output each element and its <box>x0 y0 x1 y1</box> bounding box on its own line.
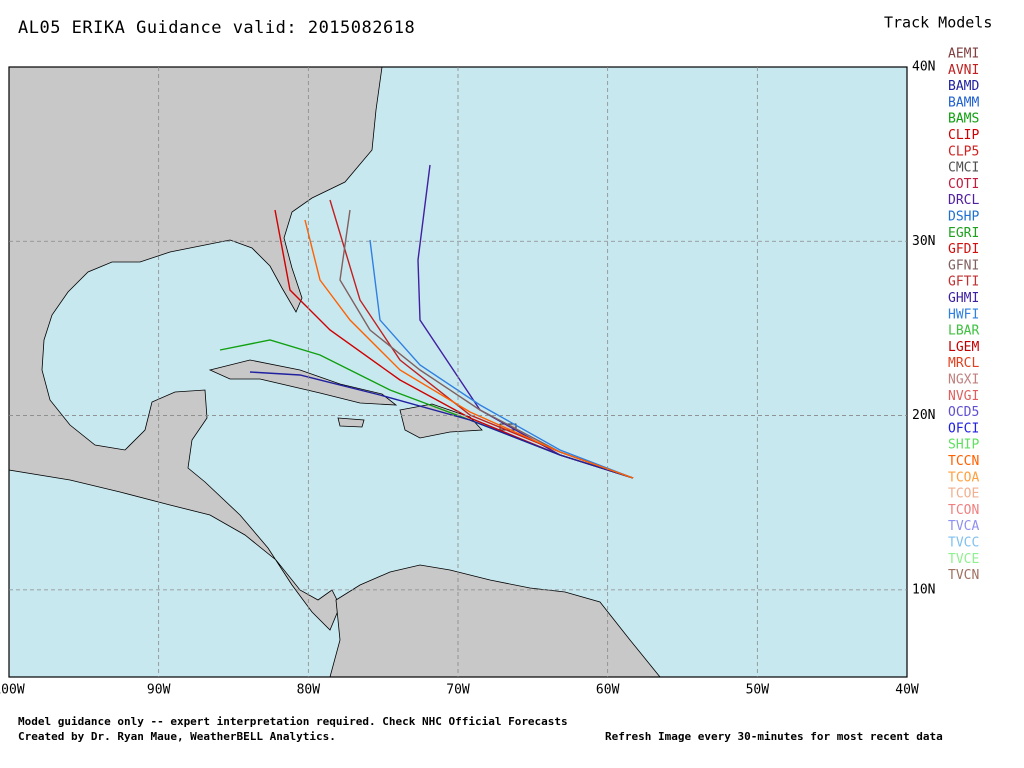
tracks <box>219 164 634 479</box>
title: AL05 ERIKA Guidance valid: 2015082618 <box>18 18 415 38</box>
legend-entry: OFCI <box>948 421 979 436</box>
legend-entry: TCCN <box>948 454 979 469</box>
track <box>369 239 634 479</box>
track <box>304 219 634 479</box>
legend-entry: NGXI <box>948 373 979 388</box>
lon-tick-label: 100W <box>0 683 25 698</box>
lat-tick-label: 30N <box>912 234 935 249</box>
lon-tick-label: 50W <box>746 683 770 698</box>
land <box>8 66 661 678</box>
legend-entry: CMCI <box>948 161 979 176</box>
footer-credit: Created by Dr. Ryan Maue, WeatherBELL An… <box>18 730 336 743</box>
legend-entry: MRCL <box>948 356 979 371</box>
legend-entry: TCOE <box>948 487 979 502</box>
lon-tick-label: 70W <box>446 683 470 698</box>
legend-entry: OCD5 <box>948 405 979 420</box>
lat-tick-label: 40N <box>912 60 935 75</box>
legend-entry: DSHP <box>948 210 979 225</box>
track <box>249 371 634 479</box>
legend-entry: TVCA <box>948 519 979 534</box>
legend-entry: TVCE <box>948 552 979 567</box>
legend-entry: HWFI <box>948 307 979 322</box>
legend-entry: GFTI <box>948 275 979 290</box>
legend-entry: GHMI <box>948 291 979 306</box>
legend-entry: DRCL <box>948 193 979 208</box>
legend-entry: LBAR <box>948 324 979 339</box>
legend-entry: NVGI <box>948 389 979 404</box>
footer-refresh: Refresh Image every 30-minutes for most … <box>605 730 943 743</box>
legend-entry: AVNI <box>948 63 979 78</box>
legend-entry: EGRI <box>948 226 979 241</box>
legend-title: Track Models <box>884 14 992 32</box>
legend-entry: TVCN <box>948 568 979 583</box>
legend-entry: TVCC <box>948 536 979 551</box>
legend-entry: BAMM <box>948 95 979 110</box>
legend-entry: GFNI <box>948 258 979 273</box>
legend-entry: LGEM <box>948 340 979 355</box>
legend-entry: AEMI <box>948 47 979 62</box>
jamaica <box>337 417 365 428</box>
north-america <box>8 66 383 631</box>
hispaniola <box>399 403 483 439</box>
footer-note: Model guidance only -- expert interpreta… <box>18 715 568 728</box>
legend-entry: TCOA <box>948 470 979 485</box>
lat-tick-label: 20N <box>912 408 935 423</box>
lat-tick-label: 10N <box>912 582 935 597</box>
legend-entry: GFDI <box>948 242 979 257</box>
legend-entry: SHIP <box>948 438 979 453</box>
legend-entry: CLIP <box>948 128 979 143</box>
legend-entry: CLP5 <box>948 144 979 159</box>
lon-tick-label: 90W <box>147 683 171 698</box>
cuba <box>208 359 398 406</box>
lon-tick-label: 80W <box>297 683 321 698</box>
lon-tick-label: 40W <box>895 683 919 698</box>
lon-tick-label: 60W <box>596 683 620 698</box>
legend-entry: BAMS <box>948 112 979 127</box>
legend-entry: COTI <box>948 177 979 192</box>
legend-entry: TCON <box>948 503 979 518</box>
legend-entry: BAMD <box>948 79 979 94</box>
